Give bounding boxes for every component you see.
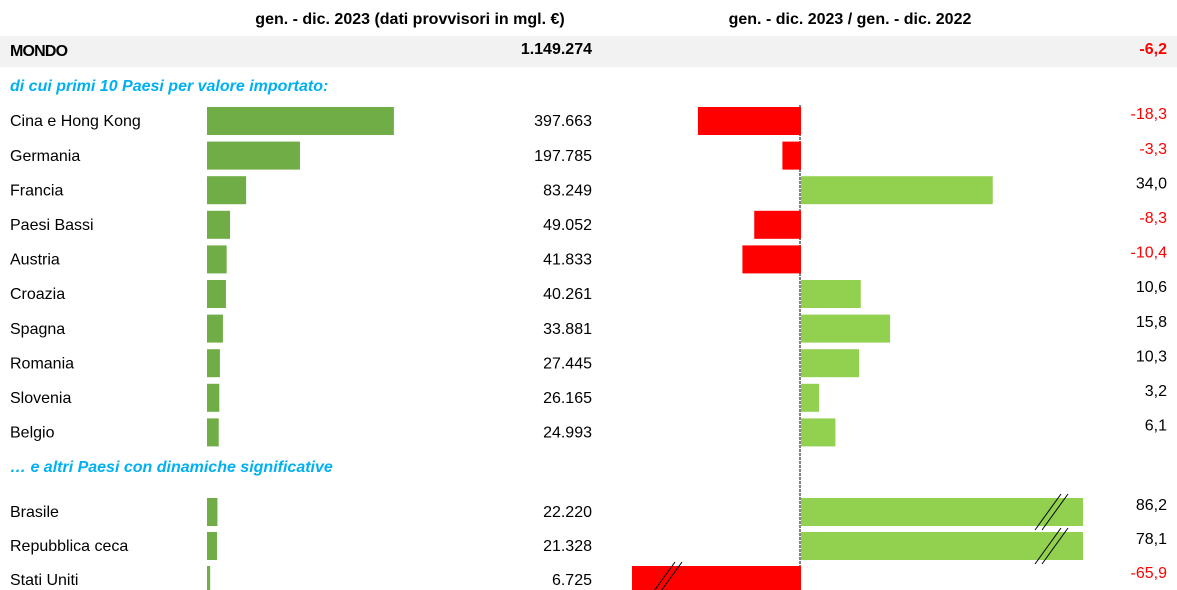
change-bar: [754, 210, 801, 239]
value-bar: [207, 245, 227, 274]
value-bar: [207, 176, 247, 205]
change-label: 15,8: [1136, 314, 1167, 331]
country-name: Repubblica ceca: [10, 538, 128, 555]
total-band: [0, 36, 1177, 67]
country-name: Austria: [10, 252, 60, 269]
country-name: Romania: [10, 355, 74, 372]
country-name: Belgio: [10, 425, 55, 442]
country-name: Francia: [10, 182, 63, 199]
value-bar: [207, 498, 218, 526]
break-mark: [654, 561, 676, 590]
value-label: 33.881: [543, 321, 592, 338]
value-label: 26.165: [543, 390, 592, 407]
group-title: di cui primi 10 Paesi per valore importa…: [10, 78, 328, 95]
country-name: Paesi Bassi: [10, 217, 94, 234]
country-name: Spagna: [10, 321, 65, 338]
value-bar: [207, 210, 231, 239]
change-label: -18,3: [1131, 106, 1168, 123]
change-bar: [801, 383, 820, 412]
change-bar: [801, 176, 993, 205]
value-label: 397.663: [534, 113, 592, 130]
change-bar: [801, 349, 860, 378]
change-bar: [742, 245, 801, 274]
change-bar: [801, 498, 1083, 526]
value-label: 6.725: [552, 572, 592, 589]
value-bar: [207, 383, 220, 412]
country-name: Stati Uniti: [10, 572, 78, 589]
change-bar: [801, 280, 861, 308]
total-change: -6,2: [1139, 41, 1167, 58]
change-label: -10,4: [1131, 245, 1168, 262]
change-label: 3,2: [1145, 383, 1167, 400]
group-title: … e altri Paesi con dinamiche significat…: [10, 459, 333, 476]
change-label: 10,6: [1136, 279, 1167, 296]
value-bar: [207, 141, 300, 170]
country-name: Cina e Hong Kong: [10, 113, 141, 130]
change-bar: [697, 107, 801, 135]
value-label: 197.785: [534, 148, 592, 165]
break-mark: [661, 561, 683, 590]
change-bar: [801, 418, 836, 447]
value-bar: [207, 107, 394, 135]
break-mark: [1034, 493, 1062, 531]
value-label: 24.993: [543, 425, 592, 442]
change-label: 86,2: [1136, 497, 1167, 514]
change-bar: [801, 314, 891, 343]
value-bar: [207, 314, 223, 343]
change-bar: [632, 566, 801, 590]
country-name: Slovenia: [10, 390, 71, 407]
value-bar: [207, 532, 218, 560]
value-label: 27.445: [543, 355, 592, 372]
change-label: -65,9: [1131, 565, 1168, 582]
country-name: Germania: [10, 148, 80, 165]
value-bar: [207, 418, 219, 447]
change-label: 34,0: [1136, 175, 1167, 192]
break-mark: [1041, 527, 1069, 565]
change-bar: [782, 141, 801, 170]
value-label: 21.328: [543, 538, 592, 555]
change-label: -8,3: [1139, 210, 1167, 227]
value-label: 41.833: [543, 252, 592, 269]
value-label: 22.220: [543, 504, 592, 521]
change-label: 10,3: [1136, 348, 1167, 365]
change-label: 78,1: [1136, 531, 1167, 548]
country-name: Brasile: [10, 504, 59, 521]
value-bar: [207, 280, 226, 308]
change-label: -3,3: [1139, 141, 1167, 158]
column-header: gen. - dic. 2023 (dati provvisori in mgl…: [255, 11, 564, 28]
column-header: gen. - dic. 2023 / gen. - dic. 2022: [729, 11, 972, 28]
change-bar: [801, 532, 1083, 560]
country-name: Croazia: [10, 286, 65, 303]
change-label: 6,1: [1145, 418, 1167, 435]
value-bar: [207, 349, 220, 378]
value-label: 83.249: [543, 182, 592, 199]
break-mark: [1034, 527, 1062, 565]
total-name: MONDO: [10, 43, 68, 60]
break-mark: [1041, 493, 1069, 531]
value-bar: [207, 566, 211, 590]
value-label: 49.052: [543, 217, 592, 234]
value-label: 40.261: [543, 286, 592, 303]
total-value: 1.149.274: [521, 41, 592, 58]
